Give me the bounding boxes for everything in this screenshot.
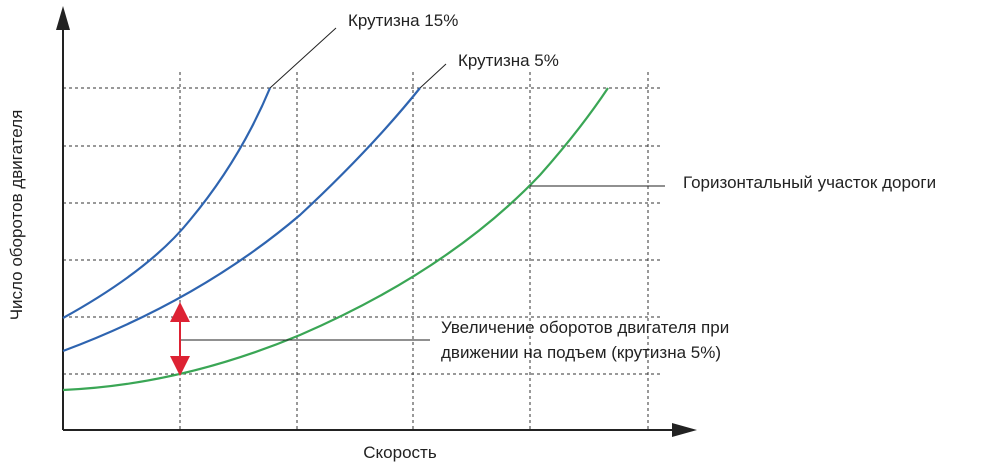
leaders bbox=[180, 27, 665, 341]
axes bbox=[56, 6, 697, 437]
annotation: движении на подъем (крутизна 5%) bbox=[441, 343, 721, 362]
curve-label: Горизонтальный участок дороги bbox=[683, 173, 936, 192]
grid bbox=[63, 72, 660, 430]
curve-5 bbox=[62, 87, 421, 353]
annotation: Увеличение оборотов двигателя при bbox=[441, 318, 729, 337]
x-axis-label: Скорость bbox=[363, 443, 437, 462]
curve-15 bbox=[62, 87, 272, 319]
curve-label: Крутизна 15% bbox=[348, 11, 458, 30]
y-axis-label: Число оборотов двигателя bbox=[7, 110, 26, 321]
curve-label: Крутизна 5% bbox=[458, 51, 559, 70]
